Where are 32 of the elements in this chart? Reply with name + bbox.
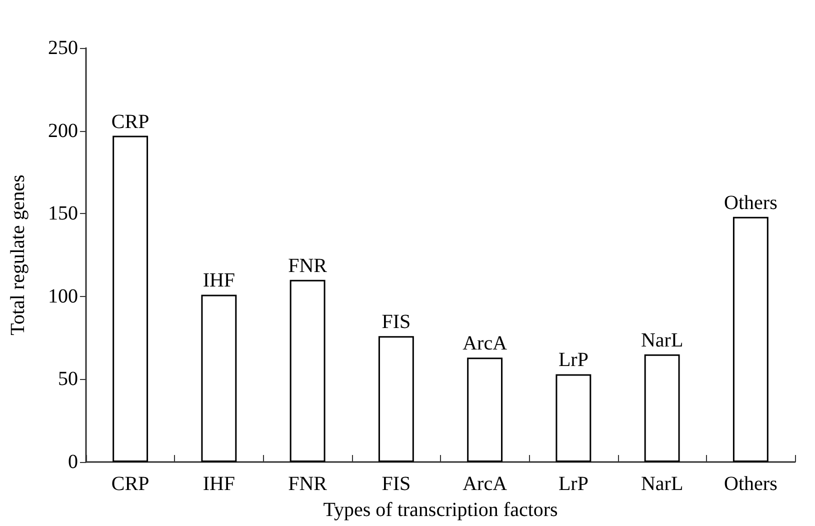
x-axis-title: Types of transcription factors	[323, 499, 558, 521]
annotation: CRP	[111, 110, 150, 133]
annotation: NarL	[640, 329, 684, 352]
bar	[290, 280, 326, 462]
bar	[556, 374, 592, 462]
x-tick-label: NarL	[640, 473, 684, 495]
annotation: FIS	[382, 311, 411, 334]
annotation: LrP	[558, 349, 588, 372]
y-tick-label: 150	[48, 202, 78, 225]
x-tick-label: Others	[724, 473, 778, 495]
annotation: Others	[724, 192, 778, 214]
annotation: FNR	[288, 254, 328, 277]
annotation: ArcA	[462, 332, 508, 355]
x-tick-label: CRP	[111, 473, 150, 495]
y-tick-label: 250	[48, 37, 78, 59]
y-tick-label: 50	[58, 368, 78, 390]
x-tick-label: IHF	[202, 473, 236, 495]
bar	[644, 354, 680, 462]
bar	[732, 216, 768, 462]
bar	[467, 358, 503, 462]
y-tick-label: 0	[68, 451, 78, 473]
y-tick-label: 200	[48, 120, 78, 142]
bar	[201, 294, 237, 462]
x-tick-label: ArcA	[462, 473, 508, 495]
y-axis-title: Total regulate genes	[7, 174, 29, 336]
y-tick-label: 100	[48, 285, 78, 308]
x-tick-label: FNR	[288, 473, 328, 495]
x-tick-label: LrP	[558, 473, 588, 495]
x-tick-label: FIS	[382, 473, 411, 495]
bar	[378, 336, 414, 462]
bar	[112, 136, 148, 462]
annotation: IHF	[202, 270, 236, 292]
